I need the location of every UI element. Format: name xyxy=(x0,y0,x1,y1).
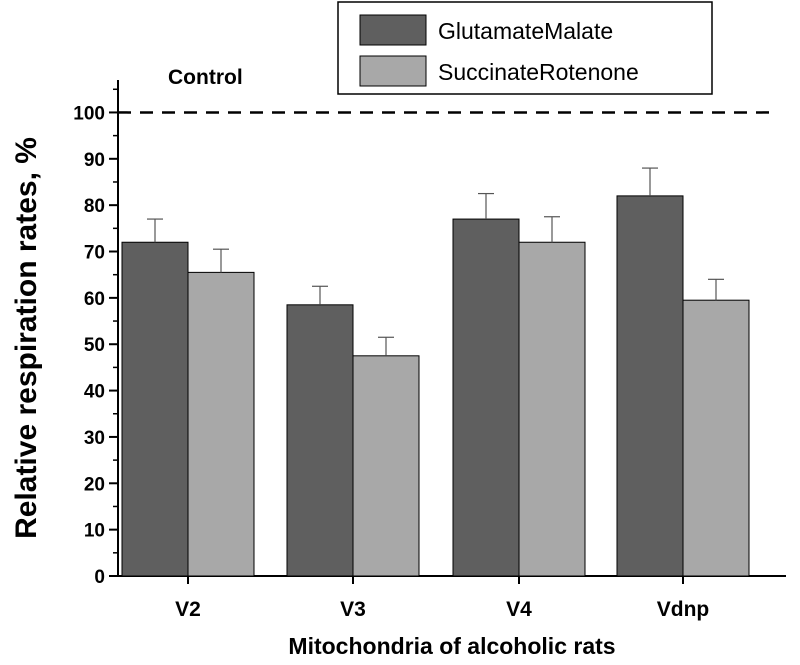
legend-swatch-succinaterotenone xyxy=(359,55,427,87)
y-tick-label: 0 xyxy=(94,567,105,588)
bars xyxy=(121,195,750,577)
error-bars xyxy=(147,167,724,356)
y-tick-label: 70 xyxy=(84,243,105,264)
x-tick-label: V4 xyxy=(506,598,532,621)
bar-succinaterotenone-v4 xyxy=(518,241,586,577)
y-tick-label: 60 xyxy=(84,289,105,310)
y-tick-label: 30 xyxy=(84,428,105,449)
legend-swatch-glutamatemalate xyxy=(359,14,427,46)
bar-succinaterotenone-v3 xyxy=(352,355,420,577)
bar-glutamatemalate-vdnp xyxy=(616,195,684,577)
y-tick-label: 100 xyxy=(73,103,105,124)
bar-succinaterotenone-vdnp xyxy=(682,299,750,577)
x-tick-label: V2 xyxy=(175,598,201,621)
control-annotation: Control xyxy=(168,66,243,89)
y-tick-label: 10 xyxy=(84,521,105,542)
bar-succinaterotenone-v2 xyxy=(187,271,255,577)
x-ticks: V2 V3 V4 Vdnp xyxy=(175,576,709,621)
x-tick-label: V3 xyxy=(340,598,366,621)
legend-label-succinaterotenone: SuccinateRotenone xyxy=(438,59,639,85)
legend: GlutamateMalate SuccinateRotenone xyxy=(337,1,713,95)
reference-line-group: Control xyxy=(118,66,778,114)
y-tick-label: 50 xyxy=(84,335,105,356)
y-axis-title: Relative respiration rates, % xyxy=(10,137,43,539)
y-ticks: 0 10 20 30 40 50 60 70 80 90 100 xyxy=(73,88,118,588)
bar-glutamatemalate-v4 xyxy=(452,218,520,577)
x-tick-label: Vdnp xyxy=(657,598,710,621)
x-axis-title: Mitochondria of alcoholic rats xyxy=(288,633,615,659)
bar-glutamatemalate-v2 xyxy=(121,241,189,577)
y-tick-label: 80 xyxy=(84,196,105,217)
bar-glutamatemalate-v3 xyxy=(286,304,354,577)
y-tick-label: 90 xyxy=(84,150,105,171)
y-tick-label: 20 xyxy=(84,474,105,495)
y-tick-label: 40 xyxy=(84,382,105,403)
legend-label-glutamatemalate: GlutamateMalate xyxy=(438,18,613,44)
